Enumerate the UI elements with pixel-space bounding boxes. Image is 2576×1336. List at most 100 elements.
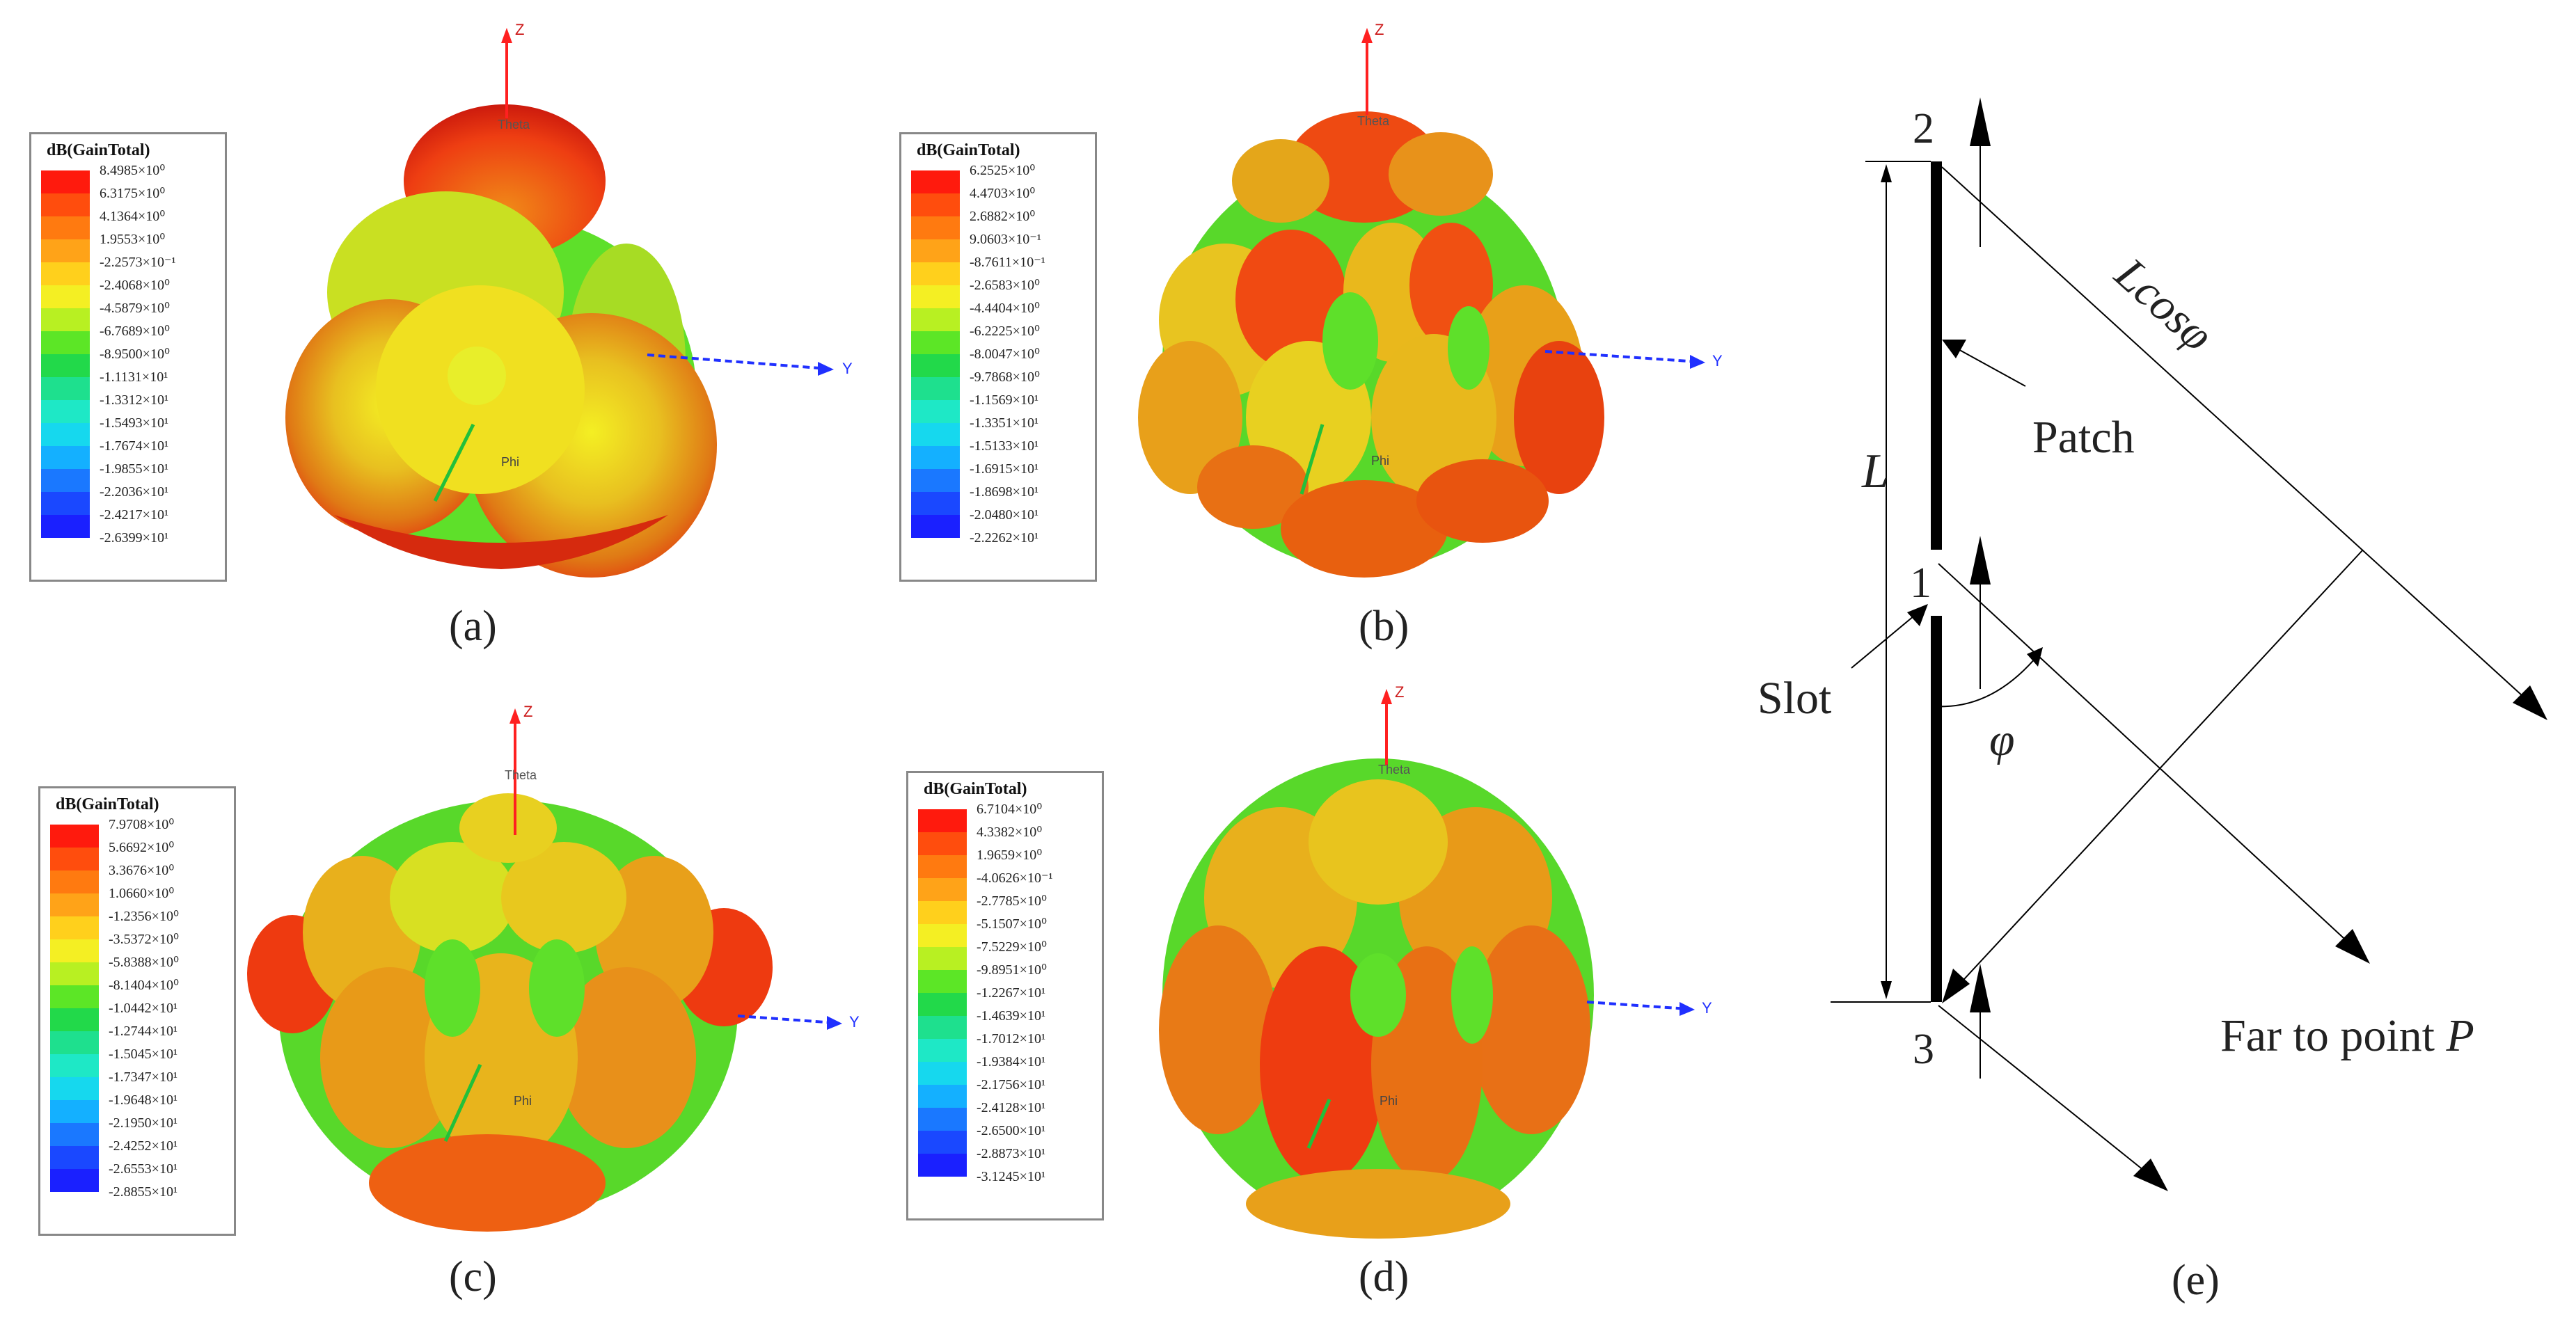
legend-swatch [41,446,90,469]
radiation-pattern-b: Z Theta Y Phi [1138,21,1723,578]
legend-swatch [50,825,99,848]
projection-line [1955,549,2364,989]
angle-label: φ [1989,715,2015,765]
legend-swatch [918,1154,967,1177]
legend-tick-label: -6.2225×10⁰ [970,324,1040,339]
legend-swatch [911,377,960,400]
legend-swatch [41,308,90,331]
phi-label: Phi [1380,1094,1398,1108]
path-difference-label: Lcosφ [2105,248,2222,361]
legend-swatch [41,469,90,492]
legend-tick-label: 1.9659×10⁰ [977,848,1043,863]
legend-tick-label: -2.6553×10¹ [109,1161,177,1177]
legend-tick-label: -1.8698×10¹ [970,484,1038,500]
legend-swatch [50,962,99,985]
axis-gizmo-d: Z Theta Y Phi [1306,683,1712,1149]
legend-swatch [918,832,967,855]
legend-color-scale [918,809,967,1177]
legend-tick-label: 5.6692×10⁰ [109,840,175,855]
arrow-up-3 [1970,964,1991,1012]
ray-from-node-3 [1938,1005,2151,1177]
legend-tick-label: -2.6500×10¹ [977,1123,1045,1138]
far-field-point-label: P [2446,1010,2474,1061]
legend-tick-label: -4.4404×10⁰ [970,301,1040,316]
caption-c: (c) [449,1253,497,1301]
legend-swatch [918,1131,967,1154]
legend-tick-label: -2.4217×10¹ [100,507,168,523]
axis-gizmo-b: Z Theta Y Phi [1299,21,1723,495]
legend-tick-label: 6.3175×10⁰ [100,186,166,201]
length-label: L [1861,445,1889,498]
color-legend-b: dB(GainTotal) 6.2525×10⁰ 4.4703×10⁰ 2.6882… [899,132,1097,582]
legend-swatch [50,848,99,870]
gain-lobes-d [1159,758,1594,1239]
legend-tick-label: -1.4639×10¹ [977,1008,1045,1024]
legend-swatch [911,285,960,308]
legend-tick-label: -2.6583×10⁰ [970,278,1040,293]
legend-swatch [918,901,967,924]
legend-swatch [911,239,960,262]
legend-swatch [911,492,960,515]
legend-tick-label: -1.2267×10¹ [977,985,1045,1001]
caption-e: (e) [2172,1257,2220,1304]
legend-swatch [911,515,960,538]
patch-lower-strip [1931,616,1942,1002]
legend-swatch [50,916,99,939]
legend-swatch [918,924,967,947]
color-legend-c: dB(GainTotal) 7.9708×10⁰ 5.6692×10⁰ 3.3676… [38,786,236,1236]
patch-upper-strip [1931,161,1942,550]
panel-d: dB(GainTotal) 6.7104×10⁰ 4.3382×10⁰ 1.9659… [863,668,1726,1336]
legend-title: dB(GainTotal) [56,795,159,813]
caption-a: (a) [449,603,497,650]
gain-lobes-c [247,793,773,1232]
far-field-label-text: Far to point [2220,1010,2447,1061]
legend-tick-label: -1.2356×10⁰ [109,909,179,924]
legend-swatch [911,446,960,469]
legend-tick-label: 8.4985×10⁰ [100,163,166,178]
legend-swatch [918,993,967,1016]
legend-swatch [50,985,99,1008]
legend-tick-label: -2.2573×10⁻¹ [100,255,176,270]
legend-swatch [41,400,90,423]
theta-label: Theta [1378,763,1411,777]
z-axis-label: Z [1375,21,1384,38]
legend-swatch [41,193,90,216]
legend-tick-label: -2.4128×10¹ [977,1100,1045,1115]
legend-swatch [911,354,960,377]
legend-tick-label: 4.4703×10⁰ [970,186,1036,201]
legend-tick-label: -1.7674×10¹ [100,438,168,454]
legend-tick-label: 6.2525×10⁰ [970,163,1036,178]
legend-tick-label: -1.2744×10¹ [109,1024,177,1039]
legend-swatch [41,423,90,446]
legend-tick-label: -1.6915×10¹ [970,461,1038,477]
legend-tick-label: -1.7012×10¹ [977,1031,1045,1047]
color-legend-a: dB(GainTotal) 8.4985×10⁰ 6.3175×10⁰ 4.1364… [29,132,227,582]
legend-tick-label: -3.5372×10⁰ [109,932,179,947]
legend-tick-label: -8.1404×10⁰ [109,978,179,993]
arrow-up-1 [1970,536,1991,584]
legend-swatch [50,1077,99,1100]
patch-label: Patch [2032,412,2135,463]
angle-arc [1934,657,2037,708]
legend-color-scale [50,825,99,1192]
legend-tick-label: 6.7104×10⁰ [977,802,1043,817]
radiation-pattern-c: Z Theta Y Phi [247,703,860,1232]
legend-swatch [41,239,90,262]
axis-gizmo-a: Z Theta Y Phi [433,21,853,502]
legend-tick-label: -8.0047×10⁰ [970,347,1040,362]
legend-tick-label: -3.1245×10¹ [977,1169,1045,1184]
legend-tick-label: -1.7347×10¹ [109,1069,177,1085]
legend-tick-label: 1.9553×10⁰ [100,232,166,247]
legend-swatch [918,809,967,832]
legend-tick-label: -2.4068×10⁰ [100,278,170,293]
legend-tick-label: 1.0660×10⁰ [109,886,175,901]
legend-swatch [911,262,960,285]
legend-swatch [918,970,967,993]
legend-tick-label: -2.8873×10¹ [977,1146,1045,1161]
z-axis-label: Z [523,703,532,720]
legend-swatch [41,285,90,308]
legend-tick-label: -5.8388×10⁰ [109,955,179,970]
legend-swatch [911,216,960,239]
caption-d: (d) [1359,1253,1409,1301]
legend-tick-label: -9.8951×10⁰ [977,962,1047,978]
